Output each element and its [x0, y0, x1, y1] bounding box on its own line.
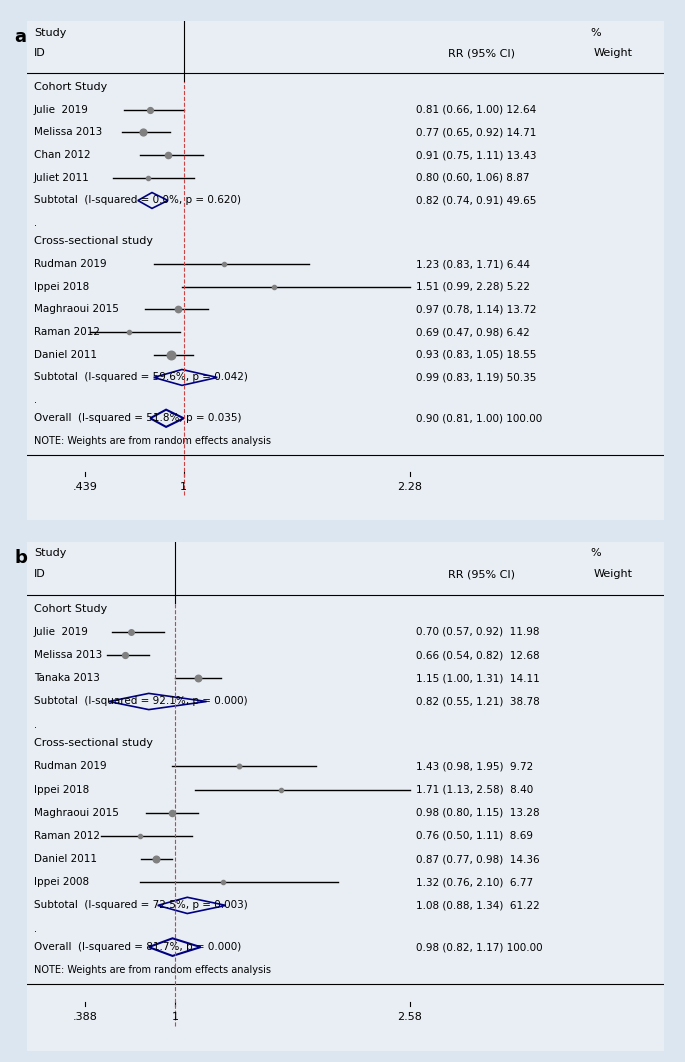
Text: .439: .439 — [73, 482, 97, 492]
Text: Rudman 2019: Rudman 2019 — [34, 259, 106, 269]
Text: 1: 1 — [180, 482, 187, 492]
Text: Cohort Study: Cohort Study — [34, 82, 107, 92]
Text: b: b — [14, 549, 27, 566]
Text: Ippei 2008: Ippei 2008 — [34, 877, 89, 887]
Text: 1.08 (0.88, 1.34)  61.22: 1.08 (0.88, 1.34) 61.22 — [416, 901, 540, 910]
Text: .: . — [34, 218, 37, 228]
Text: Cross-sectional study: Cross-sectional study — [34, 237, 153, 246]
Text: Subtotal  (I-squared = 72.5%, p = 0.003): Subtotal (I-squared = 72.5%, p = 0.003) — [34, 901, 247, 910]
Text: Overall  (I-squared = 81.7%, p = 0.000): Overall (I-squared = 81.7%, p = 0.000) — [34, 942, 241, 953]
Text: .: . — [34, 720, 37, 730]
Text: 0.81 (0.66, 1.00) 12.64: 0.81 (0.66, 1.00) 12.64 — [416, 105, 536, 115]
Text: %: % — [590, 548, 601, 559]
Text: Weight: Weight — [594, 569, 632, 579]
Text: 0.82 (0.55, 1.21)  38.78: 0.82 (0.55, 1.21) 38.78 — [416, 697, 540, 706]
Text: Tanaka 2013: Tanaka 2013 — [34, 673, 99, 683]
Text: 0.70 (0.57, 0.92)  11.98: 0.70 (0.57, 0.92) 11.98 — [416, 627, 540, 637]
Text: 0.66 (0.54, 0.82)  12.68: 0.66 (0.54, 0.82) 12.68 — [416, 650, 540, 661]
Text: 0.76 (0.50, 1.11)  8.69: 0.76 (0.50, 1.11) 8.69 — [416, 830, 533, 841]
Text: a: a — [14, 28, 27, 46]
Text: 0.99 (0.83, 1.19) 50.35: 0.99 (0.83, 1.19) 50.35 — [416, 373, 536, 382]
Text: Rudman 2019: Rudman 2019 — [34, 761, 106, 771]
Text: 2.58: 2.58 — [397, 1012, 422, 1022]
Text: 1.71 (1.13, 2.58)  8.40: 1.71 (1.13, 2.58) 8.40 — [416, 785, 533, 794]
Text: Maghraoui 2015: Maghraoui 2015 — [34, 808, 119, 818]
Text: NOTE: Weights are from random effects analysis: NOTE: Weights are from random effects an… — [34, 436, 271, 446]
Text: NOTE: Weights are from random effects analysis: NOTE: Weights are from random effects an… — [34, 965, 271, 975]
Text: %: % — [590, 28, 601, 37]
Text: 1.32 (0.76, 2.10)  6.77: 1.32 (0.76, 2.10) 6.77 — [416, 877, 533, 887]
Text: Ippei 2018: Ippei 2018 — [34, 281, 89, 292]
Text: 0.91 (0.75, 1.11) 13.43: 0.91 (0.75, 1.11) 13.43 — [416, 150, 536, 160]
Text: 1.43 (0.98, 1.95)  9.72: 1.43 (0.98, 1.95) 9.72 — [416, 761, 533, 771]
Text: Chan 2012: Chan 2012 — [34, 150, 90, 160]
Text: Cohort Study: Cohort Study — [34, 604, 107, 614]
Text: Melissa 2013: Melissa 2013 — [34, 650, 102, 661]
Text: Subtotal  (I-squared = 0.0%, p = 0.620): Subtotal (I-squared = 0.0%, p = 0.620) — [34, 195, 240, 205]
Text: 1: 1 — [172, 1012, 179, 1022]
Text: Study: Study — [34, 28, 66, 37]
Text: Ippei 2018: Ippei 2018 — [34, 785, 89, 794]
Text: Julie  2019: Julie 2019 — [34, 105, 88, 115]
Text: .388: .388 — [73, 1012, 97, 1022]
Text: Julie  2019: Julie 2019 — [34, 627, 88, 637]
Text: ID: ID — [34, 48, 45, 58]
Text: Maghraoui 2015: Maghraoui 2015 — [34, 305, 119, 314]
Text: ID: ID — [34, 569, 45, 579]
Text: RR (95% CI): RR (95% CI) — [448, 569, 515, 579]
Text: 0.93 (0.83, 1.05) 18.55: 0.93 (0.83, 1.05) 18.55 — [416, 349, 536, 360]
Text: 0.98 (0.82, 1.17) 100.00: 0.98 (0.82, 1.17) 100.00 — [416, 942, 543, 953]
Text: .: . — [34, 395, 37, 405]
Text: Subtotal  (I-squared = 59.6%, p = 0.042): Subtotal (I-squared = 59.6%, p = 0.042) — [34, 373, 248, 382]
Text: 0.97 (0.78, 1.14) 13.72: 0.97 (0.78, 1.14) 13.72 — [416, 305, 536, 314]
Text: 0.98 (0.80, 1.15)  13.28: 0.98 (0.80, 1.15) 13.28 — [416, 808, 540, 818]
Text: Study: Study — [34, 548, 66, 559]
Text: 0.69 (0.47, 0.98) 6.42: 0.69 (0.47, 0.98) 6.42 — [416, 327, 530, 337]
Text: Raman 2012: Raman 2012 — [34, 327, 100, 337]
Text: Weight: Weight — [594, 48, 632, 58]
Text: 0.90 (0.81, 1.00) 100.00: 0.90 (0.81, 1.00) 100.00 — [416, 413, 543, 424]
Text: Melissa 2013: Melissa 2013 — [34, 127, 102, 137]
Text: 2.28: 2.28 — [397, 482, 422, 492]
Text: 0.82 (0.74, 0.91) 49.65: 0.82 (0.74, 0.91) 49.65 — [416, 195, 536, 205]
Text: Daniel 2011: Daniel 2011 — [34, 854, 97, 864]
Text: Subtotal  (I-squared = 92.1%, p = 0.000): Subtotal (I-squared = 92.1%, p = 0.000) — [34, 697, 247, 706]
Text: Raman 2012: Raman 2012 — [34, 830, 100, 841]
Text: 1.51 (0.99, 2.28) 5.22: 1.51 (0.99, 2.28) 5.22 — [416, 281, 530, 292]
Text: 1.23 (0.83, 1.71) 6.44: 1.23 (0.83, 1.71) 6.44 — [416, 259, 530, 269]
Text: RR (95% CI): RR (95% CI) — [448, 48, 515, 58]
Text: Cross-sectional study: Cross-sectional study — [34, 738, 153, 749]
Text: Daniel 2011: Daniel 2011 — [34, 349, 97, 360]
Text: Juliet 2011: Juliet 2011 — [34, 173, 90, 183]
Text: .: . — [34, 924, 37, 933]
Text: 0.80 (0.60, 1.06) 8.87: 0.80 (0.60, 1.06) 8.87 — [416, 173, 530, 183]
Text: 1.15 (1.00, 1.31)  14.11: 1.15 (1.00, 1.31) 14.11 — [416, 673, 540, 683]
Text: 0.77 (0.65, 0.92) 14.71: 0.77 (0.65, 0.92) 14.71 — [416, 127, 536, 137]
Text: Overall  (I-squared = 51.8%, p = 0.035): Overall (I-squared = 51.8%, p = 0.035) — [34, 413, 241, 424]
Text: 0.87 (0.77, 0.98)  14.36: 0.87 (0.77, 0.98) 14.36 — [416, 854, 540, 864]
